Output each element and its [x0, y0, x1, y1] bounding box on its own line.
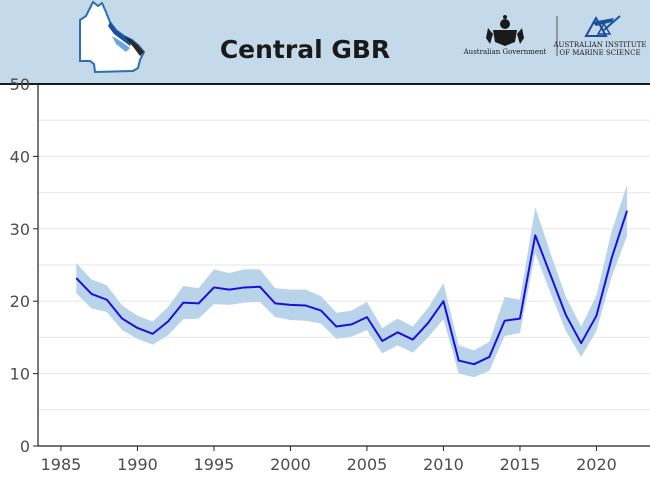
y-tick-label: 10 — [10, 365, 30, 384]
x-tick-label: 2020 — [576, 455, 617, 474]
x-tick-label: 2000 — [270, 455, 311, 474]
x-tick-label: 2015 — [500, 455, 541, 474]
y-tick-label: 20 — [10, 292, 30, 311]
plot-area: 0 10 20 30 40 50 1985 1990 1995 2000 2005 2010 2015… — [10, 75, 650, 474]
aims-logo-icon — [584, 15, 621, 37]
x-axis-ticks: 1985 1990 1995 2000 2005 2010 2015 2020 — [41, 446, 617, 474]
australian-government-text: Australian Government — [463, 48, 547, 56]
confidence-band-layer — [76, 184, 628, 378]
queensland-map-icon — [79, 0, 146, 74]
series-line — [75, 210, 629, 366]
y-axis-ticks: 0 10 20 30 40 50 — [10, 75, 38, 456]
chart-title: Central GBR — [220, 35, 390, 64]
x-tick-label: 1985 — [41, 455, 82, 474]
y-tick-label: 40 — [10, 147, 30, 166]
y-tick-label: 30 — [10, 220, 30, 239]
series-line-layer — [75, 210, 629, 366]
aims-text-line1: AUSTRALIAN INSTITUTE — [552, 41, 646, 49]
axes — [37, 84, 650, 447]
coat-of-arms-icon — [486, 15, 524, 46]
y-tick-label: 50 — [10, 75, 30, 94]
x-tick-label: 1995 — [194, 455, 235, 474]
aims-text-line2: OF MARINE SCIENCE — [559, 49, 640, 57]
x-tick-label: 2010 — [423, 455, 464, 474]
gridlines — [38, 119, 650, 411]
x-tick-label: 2005 — [347, 455, 388, 474]
header-banner: Central GBR Australian Government AUSTRA… — [0, 0, 650, 85]
x-tick-label: 1990 — [117, 455, 158, 474]
y-tick-label: 0 — [20, 437, 30, 456]
confidence-band — [76, 184, 628, 378]
